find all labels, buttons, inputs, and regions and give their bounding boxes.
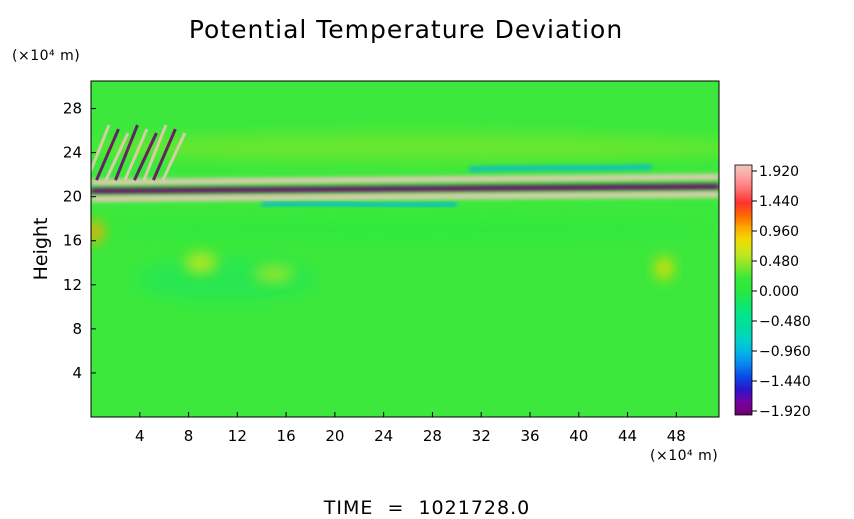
colorbar-labels: 1.920 1.440 0.960 0.480 0.000 −0.480 −0.960 −1.… bbox=[752, 164, 811, 420]
field-band bbox=[91, 183, 719, 195]
field-wave-stripe bbox=[114, 124, 139, 181]
plot-frame bbox=[90, 80, 720, 418]
field-wave-stripe bbox=[123, 128, 149, 181]
field-wave-stripe bbox=[152, 128, 177, 181]
y-tick-label: 20 bbox=[63, 188, 82, 206]
field-wave-stripe bbox=[95, 128, 120, 181]
colorbar-label: −1.920 bbox=[759, 404, 811, 420]
chart-title: Potential Temperature Deviation bbox=[189, 15, 623, 44]
field-warm-patch bbox=[253, 265, 294, 282]
x-tick-label: 20 bbox=[325, 427, 344, 445]
y-tick-label: 24 bbox=[63, 144, 82, 162]
colorbar-label: −1.440 bbox=[759, 374, 811, 390]
colorbar-label: 1.440 bbox=[759, 194, 799, 210]
x-tick-label: 24 bbox=[374, 427, 393, 445]
y-tick-label: 12 bbox=[63, 276, 82, 294]
x-tick-label: 28 bbox=[423, 427, 442, 445]
x-tick-label: 16 bbox=[277, 427, 296, 445]
temperature-field bbox=[91, 124, 719, 302]
colorbar-label: 0.960 bbox=[759, 224, 799, 240]
colorbar-label: −0.960 bbox=[759, 344, 811, 360]
plot-area bbox=[90, 80, 720, 418]
colorbar: 1.920 1.440 0.960 0.480 0.000 −0.480 −0.960 −1.… bbox=[734, 164, 811, 420]
field-wave-stripe bbox=[161, 132, 187, 181]
y-tick-label: 28 bbox=[63, 100, 82, 118]
time-readout: TIME = 1021728.0 bbox=[323, 497, 530, 519]
x-tick-label: 32 bbox=[472, 427, 491, 445]
field-band bbox=[91, 173, 719, 186]
x-axis-unit: (×10⁴ m) bbox=[650, 448, 718, 464]
x-tick-label: 48 bbox=[667, 427, 686, 445]
field-warm-blob bbox=[655, 257, 674, 280]
field-band bbox=[261, 201, 457, 207]
field-band bbox=[468, 164, 652, 172]
x-axis-ticks: 4 8 12 16 20 24 28 32 36 40 44 48 bbox=[135, 412, 686, 445]
x-tick-label: 44 bbox=[618, 427, 637, 445]
plot-background bbox=[91, 81, 719, 417]
colorbar-label: 1.920 bbox=[759, 164, 799, 180]
field-wave-stripe bbox=[142, 124, 168, 181]
y-tick-label: 4 bbox=[72, 364, 82, 382]
colorbar-label: −0.480 bbox=[759, 314, 811, 330]
y-axis-ticks: 4 8 12 16 20 24 28 bbox=[63, 100, 96, 382]
y-tick-label: 8 bbox=[72, 320, 82, 338]
x-tick-label: 8 bbox=[184, 427, 194, 445]
y-tick-label: 16 bbox=[63, 232, 82, 250]
field-region bbox=[108, 219, 709, 240]
colorbar-scale bbox=[734, 164, 753, 416]
field-warm-patch bbox=[184, 252, 217, 273]
x-tick-label: 40 bbox=[569, 427, 588, 445]
field-warm-region bbox=[91, 133, 719, 162]
field-wave-stripe bbox=[91, 124, 111, 175]
field-warm-blob bbox=[91, 220, 104, 243]
colorbar-label: 0.480 bbox=[759, 254, 799, 270]
x-tick-label: 36 bbox=[520, 427, 539, 445]
field-wave-stripe bbox=[133, 132, 158, 181]
y-axis-label: Height bbox=[30, 218, 52, 281]
field-band bbox=[91, 191, 719, 202]
x-tick-label: 4 bbox=[135, 427, 145, 445]
field-wave-stripe bbox=[104, 132, 130, 181]
x-tick-label: 12 bbox=[228, 427, 247, 445]
colorbar-label: 0.000 bbox=[759, 284, 799, 300]
y-axis-unit: (×10⁴ m) bbox=[12, 48, 80, 64]
